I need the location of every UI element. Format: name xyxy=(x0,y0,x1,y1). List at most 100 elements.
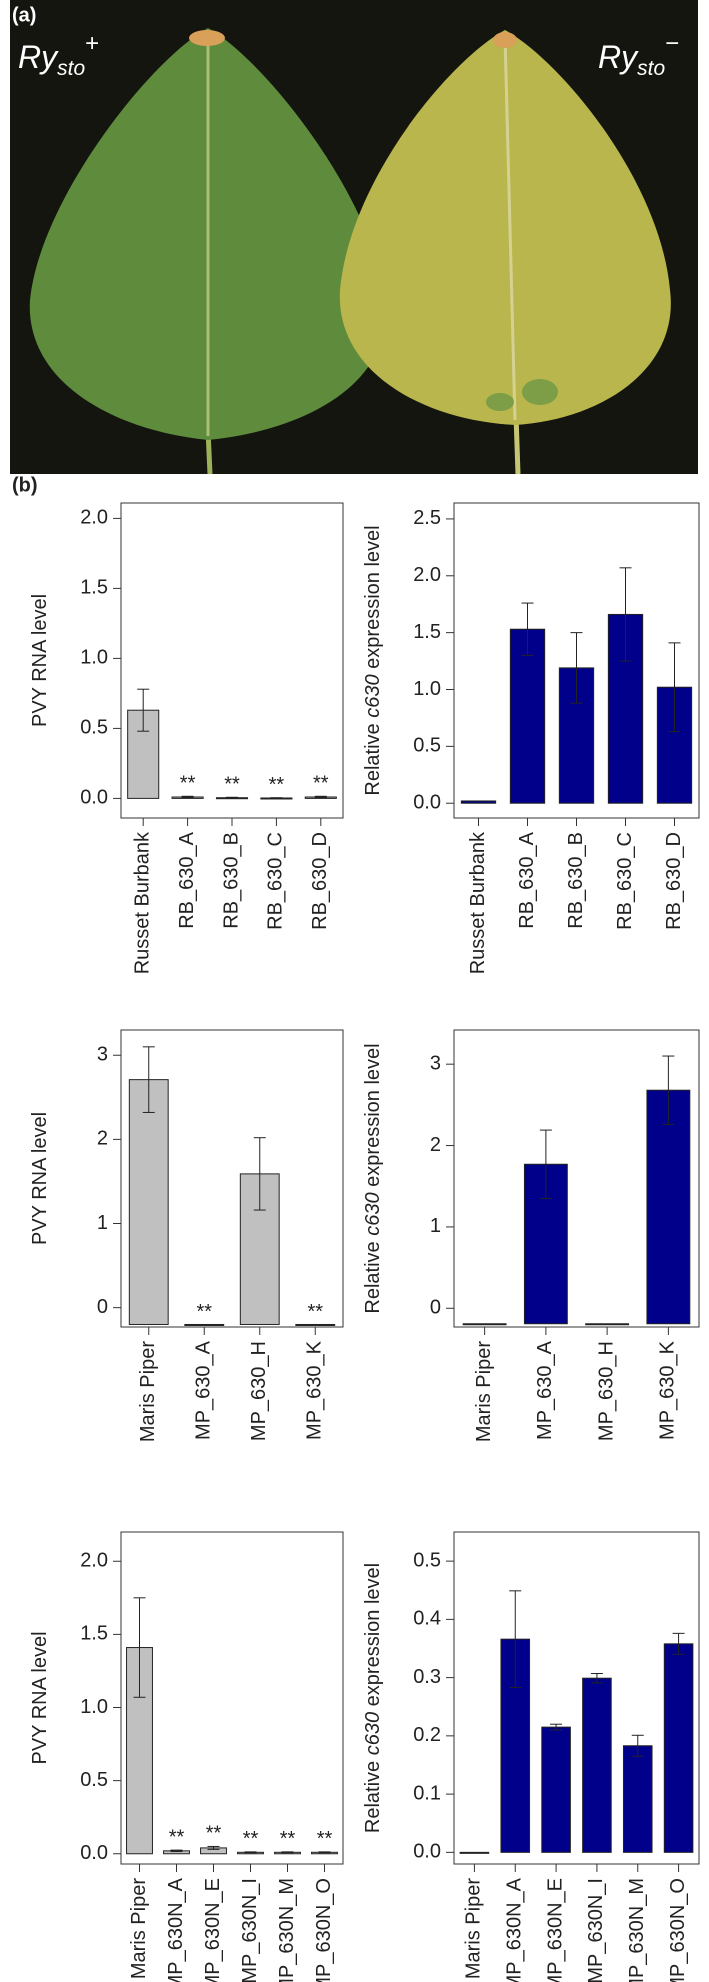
y-tick-label: 1.5 xyxy=(80,1623,108,1645)
genotype-label: Rysto+ xyxy=(18,30,99,79)
x-tick-label: Russet Burbank xyxy=(131,831,153,974)
y-tick-label: 0.0 xyxy=(80,1842,108,1864)
bar xyxy=(663,1643,694,1853)
significance: ** xyxy=(313,773,329,795)
error-bar xyxy=(133,1597,146,1698)
significance: ** xyxy=(307,1301,323,1323)
y-label-part: PVY RNA level xyxy=(29,1112,51,1245)
y-label-part: expression level xyxy=(362,1043,384,1192)
significance: ** xyxy=(269,774,285,796)
y-tick-label: 2.0 xyxy=(80,1550,108,1572)
x-tick-label: Maris Piper xyxy=(137,1341,159,1442)
significance: ** xyxy=(180,773,196,795)
label-sup: + xyxy=(85,30,99,57)
plot-frame xyxy=(120,1029,344,1328)
error-bar xyxy=(631,1734,644,1757)
leaf-vein xyxy=(503,35,517,421)
y-tick-label: 0 xyxy=(97,1296,108,1318)
y-tick-label: 2 xyxy=(97,1128,108,1150)
x-tick-label: Russet Burbank xyxy=(467,831,489,974)
bar xyxy=(184,1323,225,1326)
y-tick-label: 0.2 xyxy=(413,1724,441,1746)
y-axis-label: Relative c630 expression level xyxy=(362,1043,384,1313)
y-tick-label: 1.0 xyxy=(80,647,108,669)
y-tick-label: 2.5 xyxy=(413,507,441,529)
y-tick-label: 3 xyxy=(430,1052,441,1074)
panel-label: (b) xyxy=(12,474,38,496)
y-tick-label: 0.0 xyxy=(413,1841,441,1863)
bar xyxy=(295,1323,336,1326)
x-tick-label: MP_630N_E xyxy=(544,1878,566,1982)
x-tick-label: MP_630N_M xyxy=(626,1878,648,1982)
x-tick-label: Maris Piper xyxy=(463,1878,485,1979)
error-bar xyxy=(226,796,238,799)
significance: ** xyxy=(169,1826,185,1848)
significance: ** xyxy=(243,1828,259,1850)
y-tick-label: 2 xyxy=(430,1134,441,1156)
bar xyxy=(646,1089,691,1325)
y-tick-label: 3 xyxy=(97,1044,108,1066)
x-tick-label: RB_630_D xyxy=(309,832,331,930)
y-tick-label: 0.4 xyxy=(413,1608,441,1630)
error-bar xyxy=(281,1851,294,1854)
significance: ** xyxy=(196,1301,212,1323)
y-tick-label: 2.0 xyxy=(413,564,441,586)
y-tick-label: 0.0 xyxy=(413,791,441,813)
error-bar xyxy=(619,567,632,662)
x-tick-label: MP_630N_A xyxy=(504,1877,526,1982)
bar xyxy=(585,1323,630,1326)
label-sup: − xyxy=(665,30,679,57)
error-bar xyxy=(672,1632,685,1655)
x-tick-label: MP_630N_M xyxy=(276,1878,298,1982)
y-label-part: PVY RNA level xyxy=(29,1631,51,1764)
label-main: Ry xyxy=(598,39,639,75)
y-tick-label: 0.5 xyxy=(80,1769,108,1791)
x-tick-label: Maris Piper xyxy=(128,1878,150,1979)
y-axis-label: Relative c630 expression level xyxy=(362,1563,384,1833)
leaf-photo: (a) Rysto+ Rysto− xyxy=(10,0,698,475)
significance: ** xyxy=(317,1828,333,1850)
significance: ** xyxy=(224,774,240,796)
bar xyxy=(462,1323,507,1326)
x-tick-label: MP_630N_I xyxy=(585,1878,607,1982)
x-tick-label: MP_630N_O xyxy=(667,1878,689,1982)
y-label-part: c630 xyxy=(362,674,384,717)
significance: ** xyxy=(206,1823,222,1845)
y-label-part: Relative xyxy=(362,718,384,796)
error-bar xyxy=(550,1723,563,1731)
lesion xyxy=(493,32,517,48)
error-bar xyxy=(270,797,283,799)
error-bar xyxy=(137,688,150,732)
y-label-part: c630 xyxy=(362,1712,384,1755)
plot-frame xyxy=(453,502,700,819)
error-bar xyxy=(521,602,534,656)
y-tick-label: 0.5 xyxy=(413,735,441,757)
y-tick-label: 1.0 xyxy=(413,678,441,700)
error-bar xyxy=(662,1055,675,1125)
bar xyxy=(126,1647,153,1855)
label-sub: sto xyxy=(57,57,85,80)
x-tick-label: MP_630_K xyxy=(657,1340,679,1440)
y-tick-label: 0.1 xyxy=(413,1782,441,1804)
x-tick-label: RB_630_D xyxy=(663,832,685,930)
bar xyxy=(459,1851,490,1854)
plot-frame xyxy=(120,502,344,819)
error-bar xyxy=(244,1851,257,1854)
bar xyxy=(541,1726,571,1853)
small-leaf xyxy=(486,393,514,411)
x-tick-label: RB_630_A xyxy=(516,831,538,928)
lesion xyxy=(189,30,225,46)
y-label-part: PVY RNA level xyxy=(29,594,51,727)
bar xyxy=(622,1745,653,1853)
error-bar xyxy=(314,795,327,799)
error-bar xyxy=(170,1849,183,1853)
error-bar xyxy=(142,1046,155,1113)
y-tick-label: 1 xyxy=(430,1215,441,1237)
y-label-part: Relative xyxy=(362,1755,384,1833)
x-tick-label: RB_630_B xyxy=(565,832,587,929)
y-tick-label: 1.0 xyxy=(80,1696,108,1718)
y-tick-label: 1.5 xyxy=(413,621,441,643)
x-tick-label: MP_630_H xyxy=(595,1341,617,1441)
plot-frame xyxy=(453,1029,700,1328)
